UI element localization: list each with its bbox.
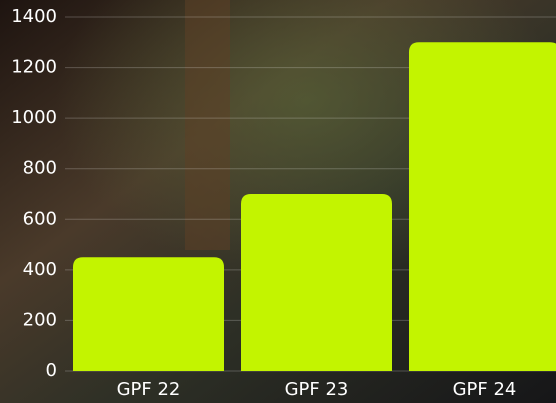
y-tick-label: 600 <box>23 208 57 229</box>
bar <box>73 257 224 371</box>
background-door <box>185 0 230 250</box>
y-tick-label: 400 <box>23 259 57 280</box>
y-tick-label: 1000 <box>11 107 57 128</box>
y-tick-label: 800 <box>23 158 57 179</box>
x-tick-label: GPF 24 <box>453 379 517 400</box>
y-tick-label: 1400 <box>11 6 57 27</box>
y-tick-label: 0 <box>46 360 57 381</box>
chart: 0 200 400 600 800 1000 1200 1400 GPF 22 GPF 23 GPF… <box>0 0 556 403</box>
x-tick-label: GPF 22 <box>117 379 181 400</box>
x-tick-label: GPF 23 <box>285 379 349 400</box>
bar <box>409 42 556 371</box>
y-tick-label: 1200 <box>11 57 57 78</box>
y-tick-label: 200 <box>23 309 57 330</box>
bar <box>241 194 392 371</box>
page: 0 200 400 600 800 1000 1200 1400 GPF 22 GPF 23 GPF… <box>0 0 556 403</box>
